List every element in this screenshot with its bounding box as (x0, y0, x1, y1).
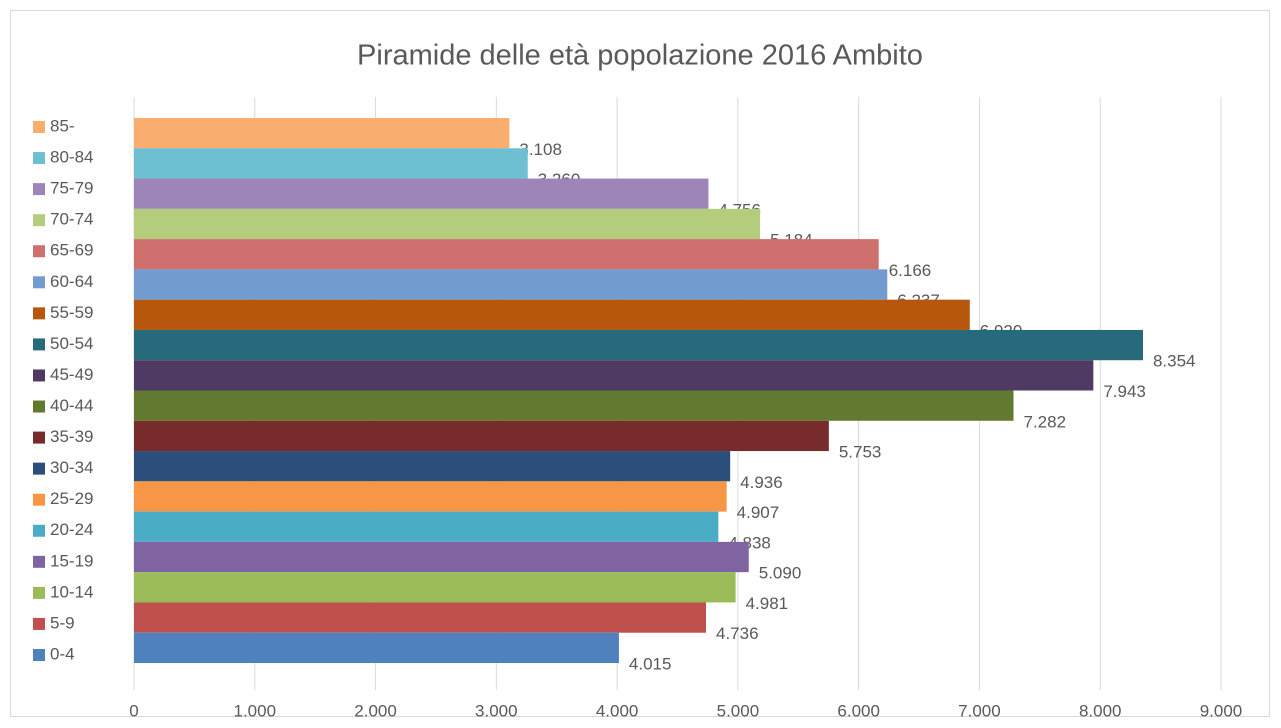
legend-swatch (33, 276, 45, 289)
legend-label: 0-4 (50, 644, 75, 663)
legend-label: 30-34 (50, 458, 93, 477)
bar (134, 390, 1014, 421)
x-tick-label: 7.000 (958, 701, 1001, 720)
legend-label: 5-9 (50, 613, 75, 632)
legend-label: 60-64 (50, 272, 93, 291)
legend-swatch (33, 152, 45, 165)
legend-label: 65-69 (50, 241, 93, 260)
legend-swatch (33, 617, 45, 630)
data-label: 7.282 (1024, 412, 1067, 431)
x-tick-label: 4.000 (596, 701, 639, 720)
legend-label: 75-79 (50, 179, 93, 198)
x-tick-label: 1.000 (234, 701, 277, 720)
data-label: 5.090 (759, 564, 802, 583)
legend-swatch (33, 555, 45, 568)
legend-label: 10-14 (50, 582, 93, 601)
legend-swatch (33, 214, 45, 227)
legend-swatch (33, 307, 45, 320)
legend-swatch (33, 586, 45, 599)
x-tick-label: 5.000 (717, 701, 760, 720)
bar (134, 299, 970, 330)
bar (134, 118, 510, 149)
legend-swatch (33, 524, 45, 537)
legend-label: 45-49 (50, 365, 93, 384)
bar (134, 451, 731, 482)
legend-swatch (33, 121, 45, 133)
bar (134, 329, 1143, 361)
data-label: 4.736 (716, 624, 759, 643)
data-label: 4.981 (746, 594, 789, 613)
data-label: 3.108 (519, 140, 562, 159)
legend-swatch (33, 493, 45, 506)
bar (134, 541, 749, 573)
x-tick-label: 9.000 (1200, 701, 1243, 720)
legend-label: 35-39 (50, 427, 93, 446)
legend-label: 85- (50, 116, 75, 135)
bar (134, 208, 761, 240)
data-label: 4.936 (740, 473, 783, 492)
legend-swatch (33, 245, 45, 258)
bar (134, 360, 1094, 391)
legend-label: 15-19 (50, 551, 93, 570)
bar (134, 602, 707, 633)
data-label: 8.354 (1153, 352, 1196, 371)
legend-label: 20-24 (50, 520, 93, 539)
data-label: 7.943 (1103, 382, 1146, 401)
x-tick-label: 0 (129, 701, 138, 720)
bar (134, 420, 829, 452)
legend-label: 55-59 (50, 303, 93, 322)
bar (134, 511, 719, 542)
legend-swatch (33, 649, 45, 661)
legend-swatch (33, 369, 45, 382)
bar (134, 269, 888, 300)
legend-label: 80-84 (50, 148, 93, 167)
data-label: 6.166 (889, 261, 932, 280)
legend-swatch (33, 462, 45, 475)
chart-title: Piramide delle età popolazione 2016 Ambi… (357, 40, 923, 72)
bar (134, 178, 709, 209)
legend-swatch (33, 400, 45, 413)
x-tick-label: 8.000 (1079, 701, 1122, 720)
data-label: 5.753 (839, 443, 882, 462)
legend-swatch (33, 183, 45, 196)
bar (134, 572, 736, 603)
bar (134, 481, 727, 512)
bar (134, 239, 879, 270)
data-label: 4.907 (737, 503, 780, 522)
x-tick-label: 6.000 (837, 701, 880, 720)
data-label: 4.015 (629, 654, 672, 673)
legend-label: 25-29 (50, 489, 93, 508)
legend-label: 40-44 (50, 396, 93, 415)
bar (134, 148, 528, 179)
bar (134, 632, 619, 663)
legend-label: 70-74 (50, 210, 93, 229)
x-tick-label: 3.000 (475, 701, 518, 720)
legend-label: 50-54 (50, 334, 93, 353)
legend-swatch (33, 431, 45, 444)
x-tick-label: 2.000 (354, 701, 397, 720)
legend-swatch (33, 338, 45, 351)
